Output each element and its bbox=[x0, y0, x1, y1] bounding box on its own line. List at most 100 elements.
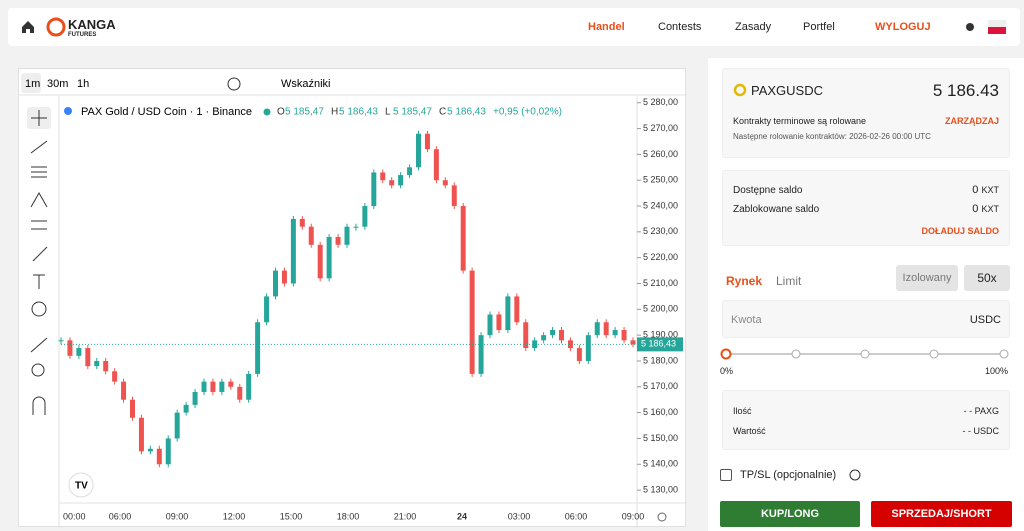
x-tick-label: 03:00 bbox=[508, 511, 531, 521]
candle bbox=[67, 340, 73, 356]
margin-mode[interactable]: Izolowany bbox=[896, 265, 958, 291]
y-tick-label: 5 240,00 bbox=[643, 200, 678, 210]
candle bbox=[335, 237, 341, 245]
candle bbox=[612, 329, 618, 336]
x-tick-label: 09:00 bbox=[166, 511, 189, 521]
balance-label: Zablokowane saldo bbox=[733, 204, 820, 215]
candle bbox=[130, 399, 135, 418]
y-tick-label: 5 200,00 bbox=[643, 304, 678, 314]
theme-icon[interactable] bbox=[963, 20, 977, 34]
candle bbox=[371, 172, 377, 207]
pair[interactable]: PAXGUSDC bbox=[751, 83, 823, 98]
summary-label: Wartość bbox=[733, 426, 766, 436]
balance-amount: 0 bbox=[972, 203, 979, 215]
y-tick-label: 5 150,00 bbox=[643, 433, 678, 443]
candle bbox=[156, 448, 162, 465]
brand-sub: FUTURES bbox=[68, 32, 97, 38]
x-tick-label: 12:00 bbox=[223, 511, 246, 521]
y-tick-label: 5 250,00 bbox=[643, 175, 678, 185]
amount-unit: USDC bbox=[969, 314, 1001, 326]
candle bbox=[407, 167, 413, 176]
ohlc-value: 5 186,43 bbox=[447, 107, 486, 118]
candle bbox=[192, 391, 198, 405]
info-icon[interactable] bbox=[848, 468, 862, 482]
candle bbox=[416, 133, 421, 168]
candle bbox=[389, 180, 395, 186]
interval[interactable]: 1m bbox=[25, 78, 40, 90]
candle bbox=[567, 340, 573, 349]
coin-icon bbox=[733, 83, 747, 97]
candle bbox=[487, 314, 493, 336]
tab[interactable]: Rynek bbox=[726, 274, 763, 288]
next-roll: Następne rolowanie kontraktów: 2026-02-2… bbox=[733, 132, 931, 141]
candle bbox=[210, 381, 216, 392]
top-nav: KANGA FUTURES Handel Contests Zasady Por… bbox=[8, 8, 1020, 46]
y-tick-label: 5 180,00 bbox=[643, 355, 678, 365]
nav-link[interactable]: Contests bbox=[658, 21, 702, 33]
logo-icon bbox=[46, 17, 66, 37]
ohlc-key: H bbox=[331, 107, 338, 118]
ohlc-key: L bbox=[385, 107, 391, 118]
home-icon[interactable] bbox=[20, 19, 36, 35]
indicators[interactable]: Wskaźniki bbox=[281, 78, 331, 90]
tpsl-label: TP/SL (opcjonalnie) bbox=[740, 469, 837, 481]
tab[interactable]: Limit bbox=[776, 274, 802, 288]
tpsl-checkbox[interactable] bbox=[720, 469, 732, 481]
balance-value: 0 KXT bbox=[972, 203, 999, 215]
candle bbox=[201, 381, 207, 392]
logout[interactable]: WYLOGUJ bbox=[875, 21, 931, 33]
y-tick-label: 5 280,00 bbox=[643, 97, 678, 107]
flag-icon[interactable] bbox=[988, 20, 1006, 34]
interval[interactable]: 30m bbox=[47, 78, 68, 90]
leverage[interactable]: 50x bbox=[964, 265, 1010, 291]
candle bbox=[576, 348, 582, 361]
candle bbox=[299, 218, 305, 227]
ohlc-key: C bbox=[439, 107, 446, 118]
candle bbox=[165, 438, 171, 465]
ohlc-key: O bbox=[277, 107, 285, 118]
ohlc-value: 5 185,47 bbox=[393, 107, 432, 118]
summary-card: Ilość - - PAXG Wartość - - USDC bbox=[722, 390, 1010, 450]
nav-link[interactable]: Zasady bbox=[735, 21, 772, 33]
market-card: PAXGUSDC 5 186.43 Kontrakty terminowe są… bbox=[722, 68, 1010, 158]
candle bbox=[514, 296, 520, 323]
candle bbox=[255, 322, 261, 374]
candle bbox=[433, 149, 439, 181]
balance-amount: 0 bbox=[972, 184, 979, 196]
y-tick-label: 5 170,00 bbox=[643, 381, 678, 391]
drawing-tools[interactable] bbox=[27, 107, 51, 415]
sell-button[interactable]: SPRZEDAJ/SHORT bbox=[871, 501, 1012, 527]
summary-value: - - USDC bbox=[962, 426, 1000, 436]
last-price-label: 5 186,43 bbox=[641, 339, 676, 349]
nav-link[interactable]: Handel bbox=[588, 21, 625, 33]
slider-min: 0% bbox=[720, 366, 734, 376]
candle bbox=[424, 133, 430, 150]
topup[interactable]: DOŁADUJ SALDO bbox=[921, 226, 999, 236]
interval[interactable]: 1h bbox=[77, 78, 89, 90]
candle bbox=[326, 237, 332, 279]
chart: 1m 30m 1h Wskaźniki PAX Gold / USD Coin … bbox=[19, 73, 687, 528]
manage[interactable]: ZARZĄDZAJ bbox=[945, 116, 999, 126]
candle bbox=[541, 335, 547, 341]
slider[interactable] bbox=[718, 347, 1014, 361]
candle bbox=[559, 329, 564, 341]
candle bbox=[121, 381, 127, 400]
balance-label: Dostępne saldo bbox=[733, 185, 803, 196]
amount-input[interactable]: Kwota USDC bbox=[722, 300, 1010, 338]
y-tick-label: 5 160,00 bbox=[643, 407, 678, 417]
rollover: Kontrakty terminowe są rolowane bbox=[733, 116, 867, 126]
candle bbox=[264, 296, 270, 323]
x-tick-label: 24 bbox=[457, 511, 467, 521]
balance-value: 0 KXT bbox=[972, 184, 999, 196]
buy-button[interactable]: KUP/LONG bbox=[720, 501, 860, 527]
candle bbox=[550, 329, 556, 336]
slider-max: 100% bbox=[984, 366, 1008, 376]
candle bbox=[138, 417, 144, 452]
symbol: PAX Gold / USD Coin · 1 · Binance bbox=[81, 106, 252, 118]
summary-value: - - PAXG bbox=[963, 406, 999, 416]
candle bbox=[380, 172, 386, 181]
candle bbox=[183, 404, 189, 413]
nav-link[interactable]: Portfel bbox=[803, 21, 835, 33]
svg-text:TV: TV bbox=[75, 481, 88, 492]
